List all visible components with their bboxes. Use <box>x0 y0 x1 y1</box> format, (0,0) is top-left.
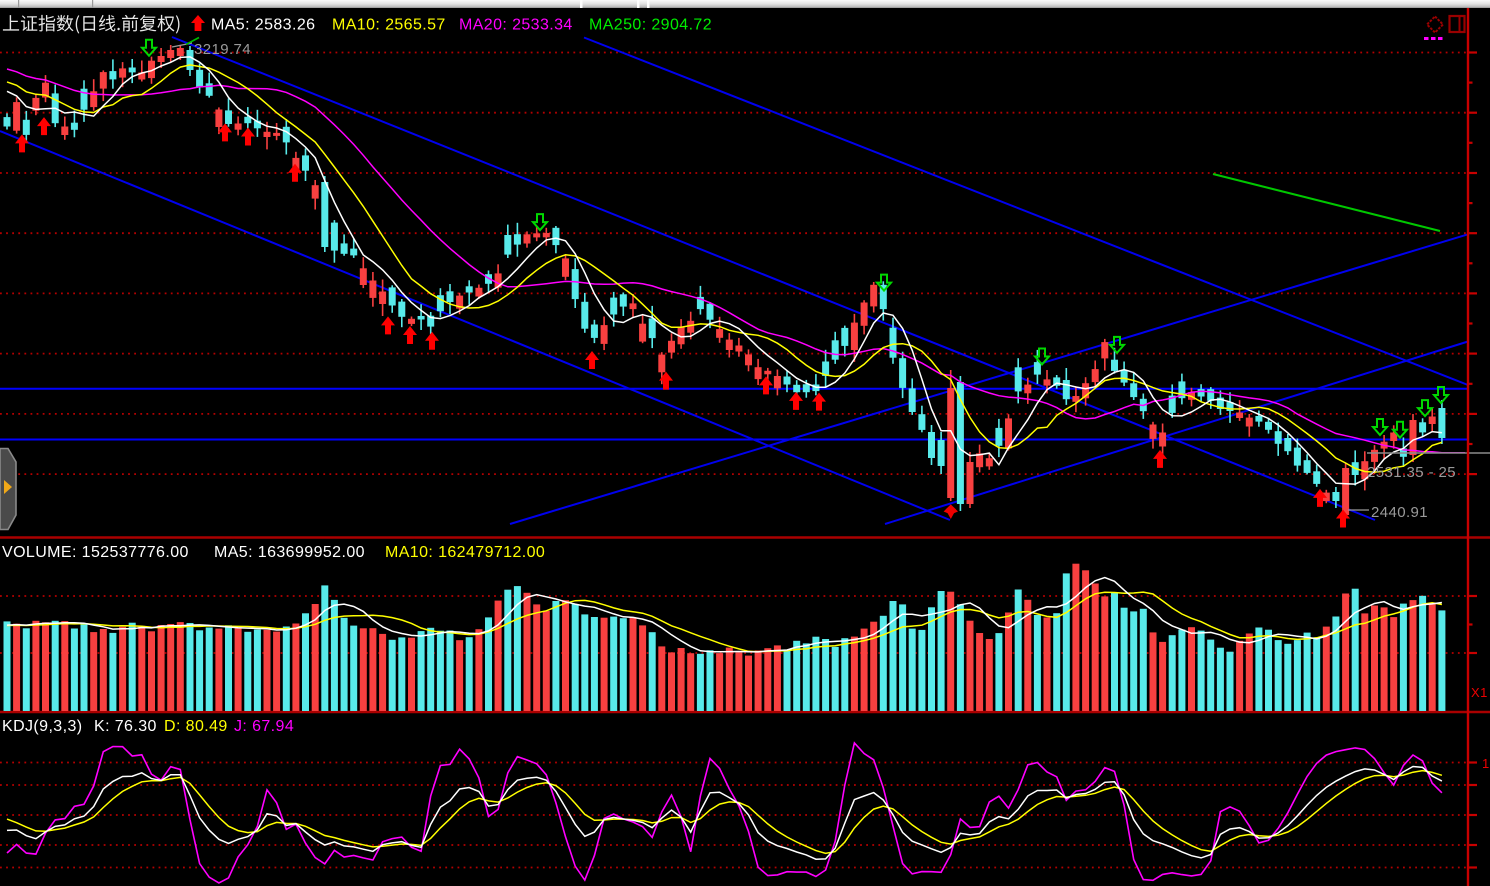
svg-text:MA250: 2904.72: MA250: 2904.72 <box>589 17 712 34</box>
svg-text:K: 76.30: K: 76.30 <box>94 718 157 735</box>
svg-text:KDJ(9,3,3): KDJ(9,3,3) <box>2 718 82 735</box>
svg-text:X1: X1 <box>1471 685 1488 700</box>
svg-text:MA5: 2583.26: MA5: 2583.26 <box>211 17 315 34</box>
svg-text:VOLUME: 152537776.00: VOLUME: 152537776.00 <box>2 544 189 561</box>
svg-text:MA20: 2533.34: MA20: 2533.34 <box>459 17 573 34</box>
svg-text:MA10: 2565.57: MA10: 2565.57 <box>332 17 446 34</box>
svg-text:J: 67.94: J: 67.94 <box>234 718 294 735</box>
svg-text:D: 80.49: D: 80.49 <box>164 718 228 735</box>
svg-text:2531.35 - 25: 2531.35 - 25 <box>1367 464 1456 481</box>
svg-text:2440.91: 2440.91 <box>1371 504 1428 521</box>
svg-text:3219.74: 3219.74 <box>194 41 251 58</box>
svg-text:MA10: 162479712.00: MA10: 162479712.00 <box>385 544 545 561</box>
svg-text:1: 1 <box>1482 756 1490 771</box>
svg-text:MA5: 163699952.00: MA5: 163699952.00 <box>214 544 365 561</box>
